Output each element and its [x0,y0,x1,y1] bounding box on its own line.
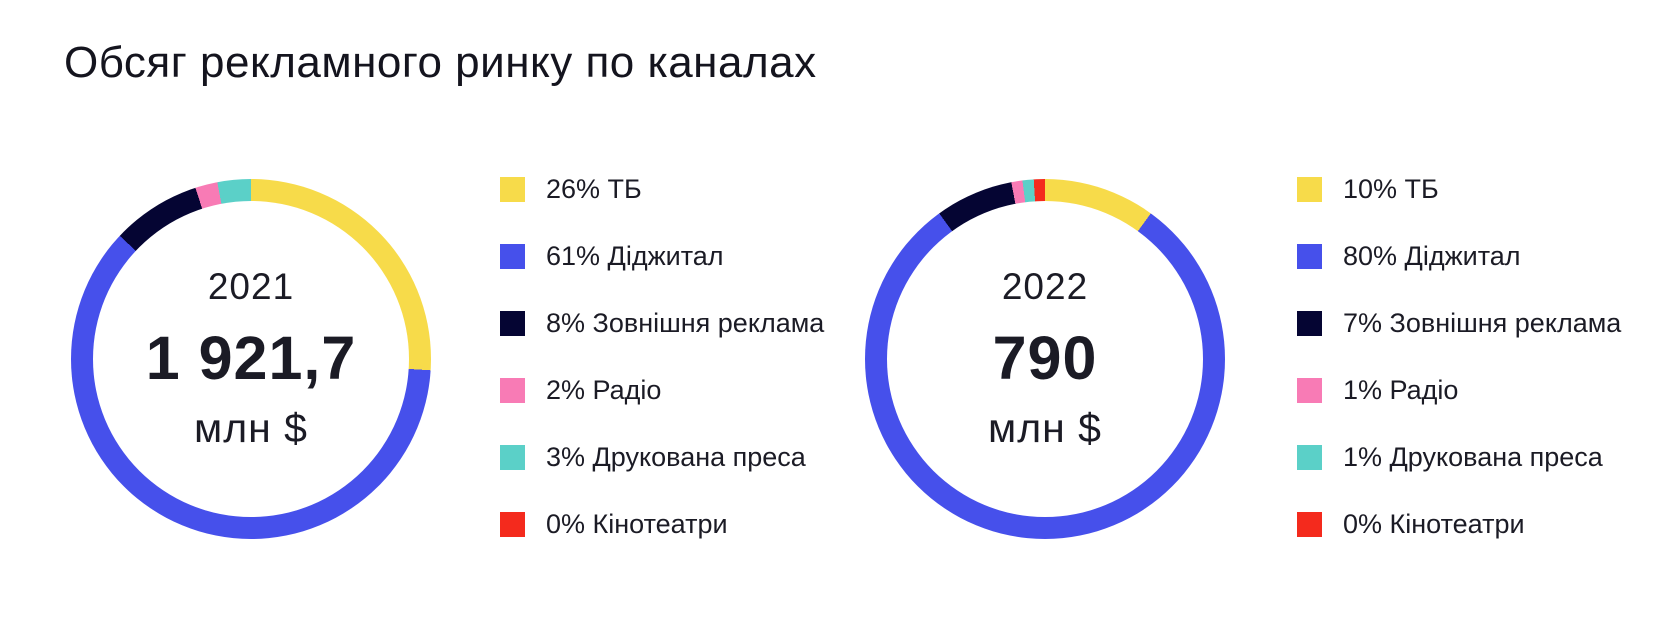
legend-swatch-1 [1297,243,1322,269]
legend-row: 1% Радіо [1297,374,1621,405]
center-year-label: 2022 [1001,266,1089,307]
legend-label: 0% Кінотеатри [546,508,728,539]
legend-label: 2% Радіо [546,374,662,405]
page-title: Обсяг рекламного ринку по каналах [64,38,817,87]
legend-row: 2% Радіо [500,374,824,405]
legend-label: 26% ТБ [546,173,642,204]
legend-label: 80% Діджитал [1343,240,1521,271]
legend-swatch-2 [500,310,525,336]
legend-2021: 26% ТБ 61% Діджитал 8% Зовнішня реклама … [500,173,825,539]
legend-row: 10% ТБ [1297,173,1621,204]
legend-label: 7% Зовнішня реклама [1343,307,1622,338]
legend-label: 3% Друкована преса [546,441,806,472]
legend-row: 8% Зовнішня реклама [500,307,825,338]
legend-row: 3% Друкована преса [500,441,824,472]
legend-swatch-1 [500,243,525,269]
legend-label: 1% Радіо [1343,374,1459,405]
legend-row: 61% Діджитал [500,240,824,271]
legend-label: 0% Кінотеатри [1343,508,1525,539]
legend-swatch-5 [1297,511,1322,537]
legend-row: 26% ТБ [500,173,824,204]
legend-row: 1% Друкована преса [1297,441,1621,472]
center-year-label: 2021 [207,266,295,307]
legend-label: 10% ТБ [1343,173,1439,204]
donut-chart-2021: 2021 1 921,7 млн $ [71,179,431,539]
donut-chart-2022: 2022 790 млн $ [865,179,1225,539]
legend-row: 0% Кінотеатри [500,508,824,539]
legend-swatch-4 [500,444,525,470]
center-value-label: 790 [992,324,1098,392]
legend-swatch-2 [1297,310,1322,336]
center-value-label: 1 921,7 [145,324,357,392]
legend-label: 8% Зовнішня реклама [546,307,825,338]
donut-center-2022: 2022 790 млн $ [887,201,1203,517]
donut-center-2021: 2021 1 921,7 млн $ [93,201,409,517]
legend-row: 0% Кінотеатри [1297,508,1621,539]
legend-swatch-3 [500,377,525,403]
legend-label: 1% Друкована преса [1343,441,1603,472]
legend-row: 7% Зовнішня реклама [1297,307,1622,338]
legend-swatch-0 [1297,176,1322,202]
center-unit-label: млн $ [194,405,308,451]
legend-swatch-3 [1297,377,1322,403]
legend-label: 61% Діджитал [546,240,724,271]
legend-2022: 10% ТБ 80% Діджитал 7% Зовнішня реклама … [1297,173,1622,539]
legend-swatch-5 [500,511,525,537]
center-unit-label: млн $ [988,405,1102,451]
legend-swatch-4 [1297,444,1322,470]
legend-row: 80% Діджитал [1297,240,1621,271]
legend-swatch-0 [500,176,525,202]
